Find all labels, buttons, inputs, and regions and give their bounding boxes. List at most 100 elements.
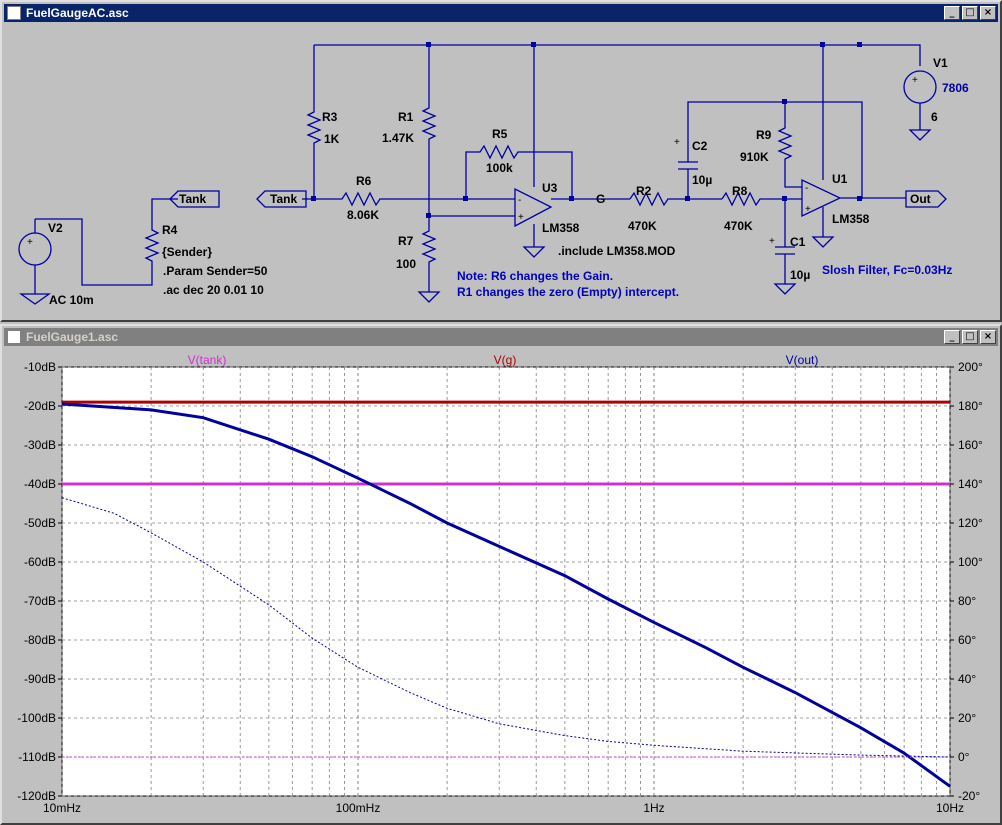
note-2: R1 changes the zero (Empty) intercept. bbox=[457, 285, 679, 299]
plot-area[interactable] bbox=[61, 366, 951, 797]
u3-value: LM358 bbox=[542, 221, 580, 235]
y2-tick-label: 200° bbox=[958, 360, 983, 374]
x-tick-label: 10mHz bbox=[43, 801, 81, 815]
c2-name: C2 bbox=[692, 139, 708, 153]
slosh-note: Slosh Filter, Fc=0.03Hz bbox=[822, 263, 952, 277]
r1-value: 1.47K bbox=[382, 131, 414, 145]
y-tick-label: -20dB bbox=[24, 399, 56, 413]
y-tick-label: -90dB bbox=[24, 672, 56, 686]
r3-name: R3 bbox=[322, 110, 338, 124]
r2-value: 470K bbox=[628, 219, 657, 233]
r6-value: 8.06K bbox=[347, 208, 379, 222]
param-directive[interactable]: .Param Sender=50 bbox=[163, 264, 268, 278]
v2-name: V2 bbox=[48, 221, 63, 235]
c1-name: C1 bbox=[790, 235, 806, 249]
y-tick-label: -100dB bbox=[17, 711, 56, 725]
r8-name: R8 bbox=[732, 184, 748, 198]
v1-value2: 6 bbox=[931, 110, 938, 124]
r5-name: R5 bbox=[492, 127, 508, 141]
v1-name: V1 bbox=[933, 56, 948, 70]
svg-text:+: + bbox=[912, 75, 918, 86]
label-tank-2: Tank bbox=[270, 192, 297, 206]
r8-value: 470K bbox=[724, 219, 753, 233]
u1-value: LM358 bbox=[832, 212, 870, 226]
label-out: Out bbox=[910, 192, 931, 206]
r9-name: R9 bbox=[756, 128, 772, 142]
plot-window[interactable]: FuelGauge1.asc _ □ × -10dB -20dB -30dB -40d… bbox=[0, 324, 1002, 825]
minimize-button[interactable]: _ bbox=[944, 330, 960, 344]
y2-tick-label: 40° bbox=[958, 672, 976, 686]
close-button[interactable]: × bbox=[980, 6, 996, 20]
series-vout-phase[interactable] bbox=[61, 497, 951, 758]
schematic-file-icon bbox=[7, 6, 21, 20]
y2-tick-label: 60° bbox=[958, 633, 976, 647]
r5-value: 100k bbox=[486, 161, 513, 175]
y2-tick-label: 180° bbox=[958, 399, 983, 413]
schematic-canvas[interactable]: - + - + + + + + Tank Tank Out G R3 1K R1 1.4… bbox=[6, 24, 996, 316]
svg-text:+: + bbox=[27, 237, 33, 248]
y-tick-label: -110dB bbox=[18, 750, 56, 764]
schematic-drawing: - + - + + + + + Tank Tank Out G R3 1K R1 1.4… bbox=[18, 42, 969, 307]
r6-name: R6 bbox=[356, 174, 372, 188]
svg-text:+: + bbox=[805, 204, 811, 215]
r7-value: 100 bbox=[396, 257, 416, 271]
legend-vtank[interactable]: V(tank) bbox=[188, 353, 227, 367]
y2-tick-label: -20° bbox=[958, 789, 980, 803]
include-directive[interactable]: .include LM358.MOD bbox=[558, 244, 676, 258]
y2-tick-label: 20° bbox=[958, 711, 976, 725]
schematic-titlebar[interactable]: FuelGaugeAC.asc _ □ × bbox=[4, 4, 998, 22]
maximize-button[interactable]: □ bbox=[962, 6, 978, 20]
series-vout-magnitude[interactable] bbox=[61, 402, 951, 788]
x-tick-label: 10Hz bbox=[936, 801, 964, 815]
u1-name: U1 bbox=[832, 172, 848, 186]
c2-value: 10µ bbox=[692, 173, 712, 187]
bode-plot[interactable]: -10dB -20dB -30dB -40dB -50dB -60dB -70dB -80dB… bbox=[2, 348, 1000, 825]
svg-text:+: + bbox=[674, 137, 680, 148]
c1-value: 10µ bbox=[790, 268, 810, 282]
r1-name: R1 bbox=[398, 110, 414, 124]
label-tank-1: Tank bbox=[179, 192, 206, 206]
y2-tick-label: 120° bbox=[958, 516, 983, 530]
svg-text:+: + bbox=[518, 212, 524, 223]
y2-tick-label: 160° bbox=[958, 438, 983, 452]
r2-name: R2 bbox=[636, 184, 652, 198]
maximize-button[interactable]: □ bbox=[962, 330, 978, 344]
v2-value: AC 10m bbox=[49, 293, 94, 307]
r9-value: 910K bbox=[740, 150, 769, 164]
legend-vout[interactable]: V(out) bbox=[786, 353, 819, 367]
r7-name: R7 bbox=[398, 234, 414, 248]
y2-tick-label: 0° bbox=[958, 750, 970, 764]
minimize-button[interactable]: _ bbox=[944, 6, 960, 20]
svg-text:-: - bbox=[518, 195, 521, 206]
note-1: Note: R6 changes the Gain. bbox=[457, 269, 613, 283]
waveform-icon bbox=[7, 330, 21, 344]
y-tick-label: -120dB bbox=[17, 789, 56, 803]
y-tick-label: -60dB bbox=[24, 555, 56, 569]
svg-text:+: + bbox=[769, 236, 775, 247]
y-tick-label: -40dB bbox=[24, 477, 56, 491]
y-tick-label: -50dB bbox=[24, 516, 56, 530]
r4-name: R4 bbox=[162, 223, 178, 237]
y2-tick-label: 100° bbox=[958, 555, 983, 569]
y2-tick-label: 80° bbox=[958, 594, 976, 608]
y-tick-label: -80dB bbox=[24, 633, 56, 647]
r3-value: 1K bbox=[324, 132, 340, 146]
x-tick-label: 1Hz bbox=[643, 801, 664, 815]
y-tick-label: -30dB bbox=[24, 438, 56, 452]
schematic-title: FuelGaugeAC.asc bbox=[26, 6, 129, 20]
legend-vg[interactable]: V(g) bbox=[494, 353, 517, 367]
label-g: G bbox=[596, 192, 605, 206]
y2-tick-label: 140° bbox=[958, 477, 983, 491]
plot-title: FuelGauge1.asc bbox=[26, 330, 119, 344]
svg-text:-: - bbox=[805, 183, 808, 194]
close-button[interactable]: × bbox=[980, 330, 996, 344]
v1-value: 7806 bbox=[942, 81, 969, 95]
y-tick-label: -70dB bbox=[24, 594, 56, 608]
u3-name: U3 bbox=[542, 181, 558, 195]
schematic-window[interactable]: FuelGaugeAC.asc _ □ × bbox=[0, 0, 1002, 322]
ac-directive[interactable]: .ac dec 20 0.01 10 bbox=[163, 283, 264, 297]
plot-titlebar[interactable]: FuelGauge1.asc _ □ × bbox=[4, 328, 998, 346]
y-tick-label: -10dB bbox=[24, 360, 56, 374]
r4-value: {Sender} bbox=[162, 245, 212, 259]
x-tick-label: 100mHz bbox=[336, 801, 381, 815]
